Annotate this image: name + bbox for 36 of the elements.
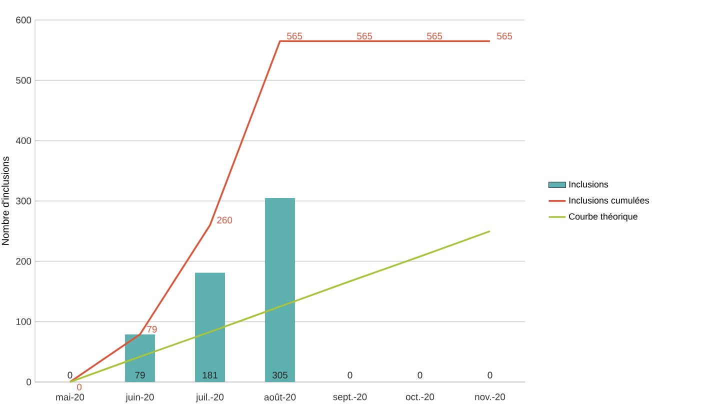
data-label: 0 xyxy=(68,372,72,378)
y-tick-label: 300 xyxy=(16,198,32,204)
data-label: 0 xyxy=(348,372,352,378)
y-tick-label: 400 xyxy=(16,137,32,144)
data-label: 79 xyxy=(147,326,157,333)
x-tick-label: juin-20 xyxy=(126,394,154,402)
y-tick-label: 100 xyxy=(16,318,32,326)
x-tick-label: mai-20 xyxy=(56,394,84,400)
y-tick-label: 500 xyxy=(16,76,32,84)
x-tick-label: juil.-20 xyxy=(196,394,224,402)
y-tick-label: 0 xyxy=(26,378,32,386)
y-tick-label: 600 xyxy=(16,16,32,24)
data-label: 79 xyxy=(135,372,145,378)
data-label: 565 xyxy=(357,32,372,40)
y-axis-title: Nombre d'inclusions xyxy=(2,156,9,245)
data-label: 0 xyxy=(488,372,492,378)
line-series xyxy=(69,230,491,383)
x-tick-label: oct.-20 xyxy=(406,394,434,400)
bar xyxy=(265,198,296,382)
legend-label: Courbe théorique xyxy=(569,212,638,222)
data-label: 181 xyxy=(202,372,218,378)
legend-label: Inclusions xyxy=(569,180,608,188)
bar xyxy=(125,334,155,382)
x-tick-label: août-20 xyxy=(264,394,296,401)
data-label: 565 xyxy=(497,32,512,40)
data-label: 305 xyxy=(272,372,288,378)
data-label: 565 xyxy=(427,32,442,40)
y-tick-label: 200 xyxy=(16,258,32,265)
bar xyxy=(195,272,225,382)
data-label: 0 xyxy=(418,372,422,378)
data-label: 565 xyxy=(287,32,302,40)
data-label: 260 xyxy=(217,216,232,224)
x-tick-label: sept.-20 xyxy=(333,394,367,402)
legend-label: Inclusions cumulées xyxy=(569,196,649,204)
data-label: 0 xyxy=(77,384,82,390)
x-tick-label: nov.-20 xyxy=(475,394,506,400)
